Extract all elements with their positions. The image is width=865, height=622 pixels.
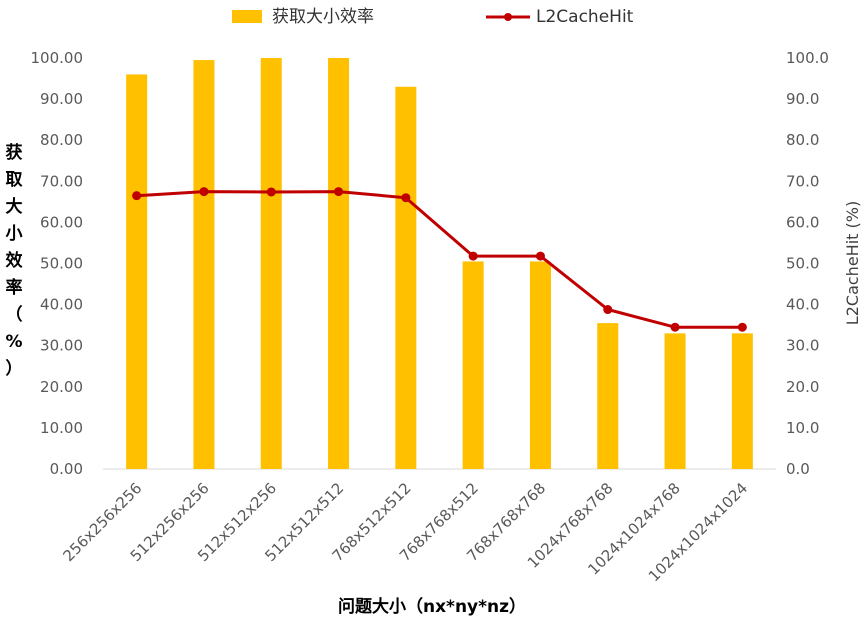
line-point <box>468 251 478 261</box>
y-axis-title-char: 取 <box>6 170 23 190</box>
bar <box>731 333 753 469</box>
bar <box>193 60 215 470</box>
y-tick-label: 40.00 <box>40 296 83 314</box>
y2-tick-label: 0.0 <box>786 460 810 478</box>
legend-label-line: L2CacheHit <box>536 7 634 27</box>
bar-series <box>126 58 753 470</box>
y2-tick-label: 100.0 <box>786 49 829 67</box>
y2-tick-label: 20.0 <box>786 378 819 396</box>
y-tick-label: 10.00 <box>40 419 83 437</box>
y-axis-title-char: ） <box>6 358 23 379</box>
bar <box>260 58 282 469</box>
line-point <box>199 187 209 197</box>
y2-tick-label: 60.0 <box>786 213 819 231</box>
line-point <box>670 322 680 332</box>
y2-tick-label: 30.0 <box>786 337 819 355</box>
y-axis-title-char: % <box>5 332 22 352</box>
line-point <box>603 305 613 315</box>
y-tick-label: 20.00 <box>40 378 83 396</box>
y2-tick-label: 80.0 <box>786 131 819 149</box>
y-tick-label: 90.00 <box>40 90 83 108</box>
bar <box>395 86 417 470</box>
y2-tick-label: 10.0 <box>786 419 819 437</box>
bar <box>328 58 350 469</box>
line-path <box>136 190 743 329</box>
y-axis-title: 获取大小效率 （% ） <box>5 142 22 379</box>
y-tick-label: 30.00 <box>40 337 83 355</box>
x-axis-categories: 256x256x256512x256x256512x512x256512x512… <box>59 479 751 585</box>
y-tick-label: 100.00 <box>31 49 84 67</box>
bar <box>126 74 148 469</box>
x-axis-title: 问题大小（nx*ny*nz） <box>338 596 526 617</box>
legend-swatch-marker <box>504 13 512 21</box>
right-axis-ticks: 0.0 10.0 20.0 30.0 40.0 50.0 60.0 70.0 80.0 90.0 1… <box>786 49 829 478</box>
y-axis-title-char: 小 <box>6 224 23 244</box>
y-axis-title-char: 大 <box>6 196 23 217</box>
y2-axis-title: L2CacheHit (%) <box>843 201 862 325</box>
bar <box>462 261 484 469</box>
legend-label-bar: 获取大小效率 <box>272 7 374 27</box>
line-series <box>132 187 747 332</box>
y-axis-title-char: 获 <box>6 142 23 163</box>
line-point <box>737 322 747 332</box>
y2-tick-label: 50.0 <box>786 255 819 273</box>
bar <box>597 323 619 469</box>
left-axis-ticks: 0.00 10.00 20.00 30.00 40.00 50.00 60.00 70.00 8… <box>31 49 84 478</box>
y-tick-label: 0.00 <box>50 460 83 478</box>
y-tick-label: 70.00 <box>40 172 83 190</box>
y-axis-title-char: （ <box>6 304 23 325</box>
line-point <box>401 193 411 203</box>
y2-tick-label: 40.0 <box>786 296 819 314</box>
y-axis-title-char: 率 <box>6 277 23 298</box>
y2-tick-label: 70.0 <box>786 172 819 190</box>
y-tick-label: 80.00 <box>40 131 83 149</box>
bar <box>529 261 551 469</box>
y-tick-label: 50.00 <box>40 255 83 273</box>
legend-swatch-bar <box>232 10 262 23</box>
line-point <box>535 251 545 261</box>
line-point <box>132 191 142 201</box>
line-point <box>334 187 344 197</box>
y-axis-title-char: 效 <box>6 250 23 271</box>
bar <box>664 333 686 469</box>
y2-tick-label: 90.0 <box>786 90 819 108</box>
line-point <box>266 187 276 197</box>
legend: 获取大小效率 L2CacheHit <box>232 7 634 27</box>
y-tick-label: 60.00 <box>40 213 83 231</box>
